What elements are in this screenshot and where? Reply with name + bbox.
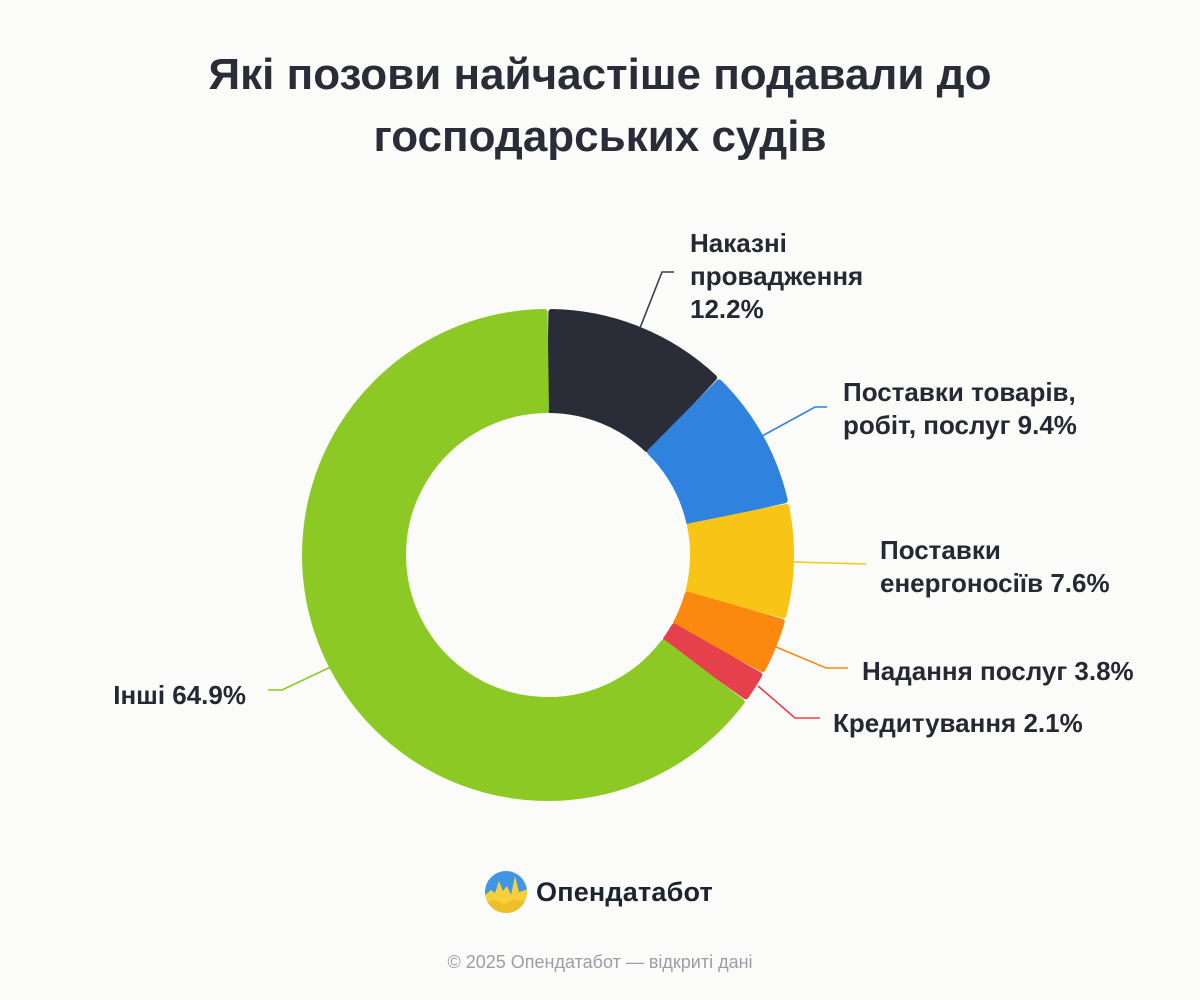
leader-line-5 (757, 685, 820, 719)
chart-title: Які позови найчастіше подавали до господ… (100, 44, 1100, 168)
slice-label-2: Поставки товарів, робіт, послуг 9.4% (843, 377, 1077, 440)
slice-label-2-line-2: робіт, послуг 9.4% (843, 410, 1077, 440)
slice-label-3-line-1: Поставки (880, 535, 1001, 565)
slice-label-3-line-2: енергоносіїв 7.6% (880, 568, 1110, 598)
slice-label-1: Наказні провадження 12.2% (690, 228, 863, 324)
slice-label-3: Поставки енергоносіїв 7.6% (880, 535, 1110, 598)
chart-title-line-1: Які позови найчастіше подавали до (208, 50, 992, 99)
donut-slice-4 (673, 591, 785, 673)
brand: Опендатабот (484, 870, 713, 914)
donut-slice-1 (547, 309, 718, 453)
slice-label-6: Інші 64.9% (113, 680, 246, 710)
copyright-notice: © 2025 Опендатабот — відкриті дані (447, 952, 753, 972)
donut-slice-5 (662, 623, 763, 700)
slice-label-1-line-3: 12.2% (690, 294, 764, 324)
leader-line-2 (761, 406, 827, 437)
slice-label-1-line-1: Наказні (690, 228, 787, 258)
slice-label-4: Надання послуг 3.8% (862, 656, 1134, 686)
leader-line-3 (792, 561, 867, 565)
slice-label-5-line-1: Кредитування 2.1% (833, 708, 1083, 738)
slice-label-2-line-1: Поставки товарів, (843, 377, 1076, 407)
slice-label-1-line-2: провадження (690, 261, 863, 291)
brand-name: Опендатабот (536, 876, 713, 907)
slice-label-4-line-1: Надання послуг 3.8% (862, 656, 1134, 686)
leader-line-1 (639, 271, 674, 329)
slice-label-5: Кредитування 2.1% (833, 708, 1083, 738)
slice-label-6-line-1: Інші 64.9% (113, 680, 246, 710)
donut-slice-6 (302, 309, 745, 801)
donut-slice-2 (647, 379, 788, 526)
donut-slice-3 (685, 503, 794, 619)
leader-line-6 (268, 664, 336, 691)
opendatabot-logo-icon (485, 871, 527, 913)
chart-title-line-2: господарських судів (373, 112, 827, 161)
leader-line-4 (775, 646, 848, 669)
